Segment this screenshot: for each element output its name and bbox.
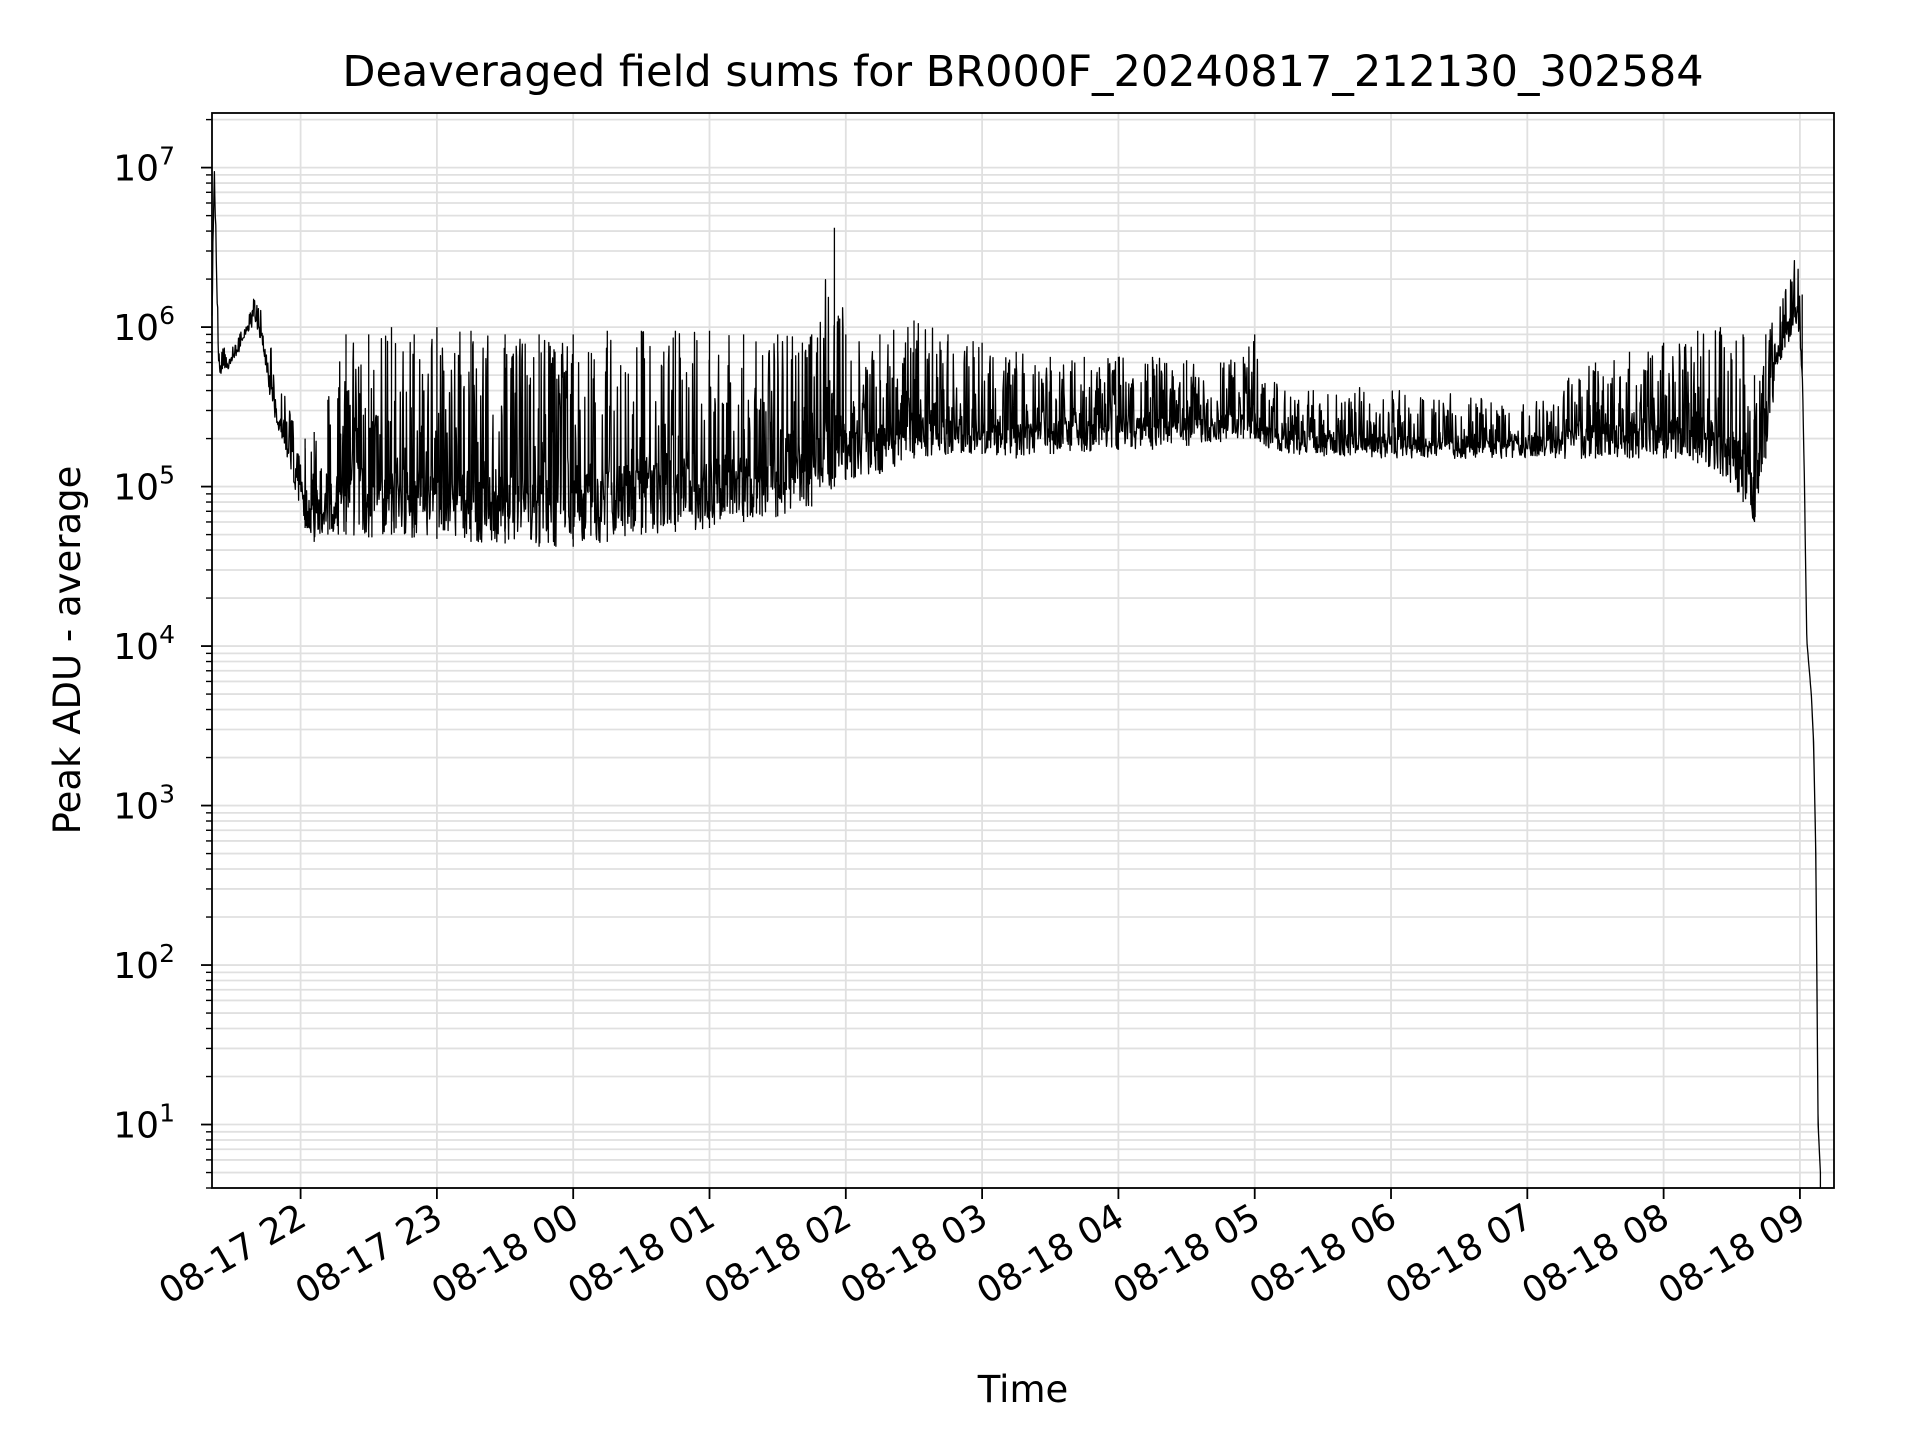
x-axis-label: Time — [977, 1368, 1069, 1411]
chart-title: Deaveraged field sums for BR000F_2024081… — [342, 47, 1703, 97]
y-axis: 101 102 103 104 105 106 107 — [113, 118, 212, 1189]
y-tick-label: 102 — [113, 939, 175, 987]
grid — [212, 113, 1834, 1189]
plot-frame — [211, 112, 1835, 1189]
y-tick-label: 107 — [113, 142, 175, 190]
data-series — [211, 171, 1822, 1188]
series-line — [211, 171, 1822, 1188]
y-axis-label: Peak ADU - average — [46, 466, 89, 835]
y-tick-label: 103 — [113, 780, 175, 828]
y-tick-label: 101 — [113, 1099, 175, 1147]
y-tick-label: 106 — [113, 301, 175, 349]
y-tick-label: 105 — [113, 461, 175, 509]
y-tick-label: 104 — [113, 620, 175, 668]
